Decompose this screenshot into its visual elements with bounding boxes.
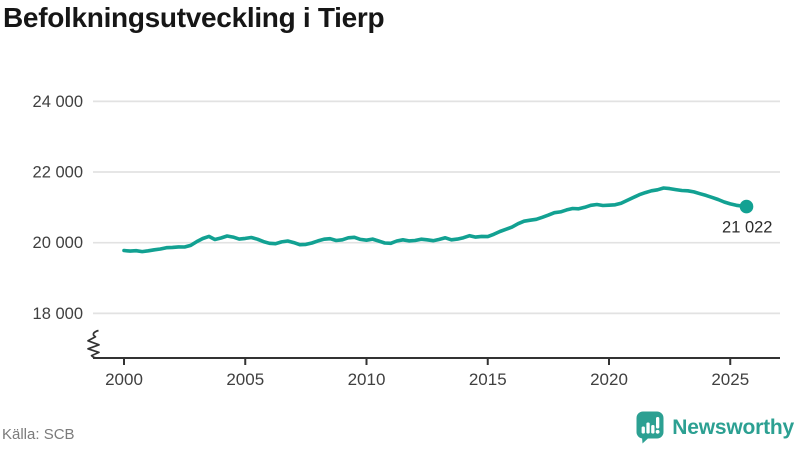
source-label: Källa: SCB: [2, 426, 75, 443]
x-tick-label: 2000: [105, 370, 143, 389]
x-tick-label: 2010: [348, 370, 386, 389]
y-tick-label: 20 000: [33, 234, 83, 252]
x-tick-label: 2015: [469, 370, 507, 389]
chart-title: Befolkningsutveckling i Tierp: [3, 2, 385, 33]
newsworthy-brand[interactable]: Newsworthy: [636, 411, 794, 444]
x-tick-label: 2020: [590, 370, 628, 389]
y-axis-break-icon: [87, 329, 100, 359]
x-tick-label: 2025: [711, 370, 749, 389]
brand-name: Newsworthy: [672, 415, 794, 439]
end-point-value-label: 21 022: [722, 219, 772, 237]
y-tick-label: 22 000: [33, 164, 83, 182]
x-tick-label: 2005: [226, 370, 264, 389]
y-tick-label: 24 000: [33, 93, 83, 111]
end-point-dot: [739, 199, 754, 214]
newsworthy-logo-icon: [636, 411, 664, 444]
y-tick-label: 18 000: [33, 305, 83, 323]
population-line: [122, 186, 749, 254]
